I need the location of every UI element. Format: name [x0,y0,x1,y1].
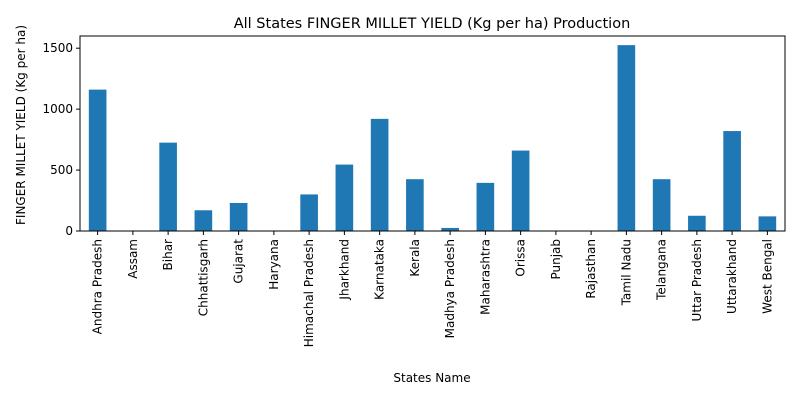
x-tick-label: Andhra Pradesh [91,239,105,334]
bar-himachal-pradesh [300,194,318,231]
bar-bihar [159,142,177,231]
bar-madhya-pradesh [441,227,459,231]
x-tick-label: Punjab [549,239,563,280]
bar-tamil-nadu [617,45,636,231]
x-tick-label: West Bengal [760,239,774,314]
x-tick-label: Gujarat [232,239,246,284]
bar-telangana [652,179,671,231]
x-tick-label: Chhattisgarh [196,239,210,316]
bar-uttarakhand [723,131,741,231]
y-tick-label: 1500 [42,41,73,55]
x-tick-label: Jharkhand [337,239,351,301]
x-tick-label: Madhya Pradesh [443,239,457,338]
x-tick-label: Orissa [514,239,528,277]
x-tick-label: Karnataka [373,239,387,300]
bar-orissa [511,150,530,231]
bar-chhattisgarh [194,210,213,231]
bar-karnataka [370,118,389,231]
bar-jharkhand [335,164,354,231]
bar-uttar-pradesh [688,215,706,231]
y-axis-title: FINGER MILLET YIELD (Kg per ha) [14,25,28,225]
bar-gujarat [229,202,248,231]
chart-title: All States FINGER MILLET YIELD (Kg per h… [234,16,631,32]
x-tick-label: Telangana [655,239,669,301]
x-axis-title: States Name [393,371,470,385]
bar-maharashtra [476,182,495,231]
x-tick-label: Rajasthan [584,239,598,299]
x-tick-label: Bihar [161,239,175,271]
bars [88,45,777,231]
x-tick-label: Maharashtra [478,239,492,315]
y-axis-ticks: 0 500 1000 1500 [42,41,80,238]
x-tick-label: Kerala [408,239,422,277]
y-tick-label: 500 [50,163,73,177]
x-axis-ticks: Andhra Pradesh Assam Bihar Chhattisgarh Guja… [91,231,774,347]
x-tick-label: Haryana [267,239,281,290]
bar-kerala [406,179,424,231]
x-tick-label: Tamil Nadu [619,239,633,306]
x-tick-label: Assam [126,239,140,279]
plot-frame [79,35,786,232]
x-tick-label: Uttarakhand [725,239,739,314]
x-tick-label: Uttar Pradesh [690,239,704,321]
y-tick-label: 1000 [42,102,73,116]
bar-west-bengal [758,216,777,231]
y-tick-label: 0 [65,224,73,238]
bar-andhra-pradesh [88,89,107,231]
x-tick-label: Himachal Pradesh [302,239,316,347]
